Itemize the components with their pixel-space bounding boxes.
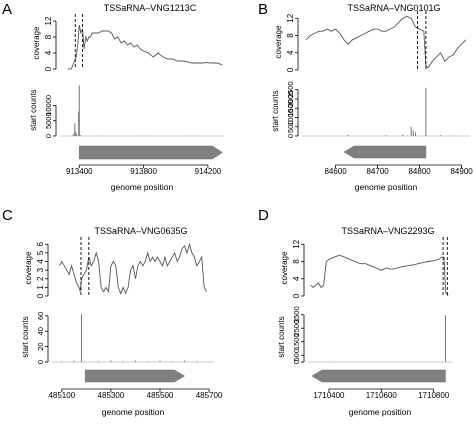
x-tick-label: 84900 <box>450 167 473 176</box>
coverage-y-label: coverage <box>32 26 41 59</box>
start-counts-y-label: start counts <box>29 89 38 130</box>
x-axis-label: genome position <box>111 182 174 192</box>
gene-arrow <box>311 369 446 383</box>
coverage-line <box>59 242 207 295</box>
panel-d: DTSSaRNA–VNG2293G04812coverage0500150025… <box>258 207 452 417</box>
coverage-y-label: coverage <box>280 251 289 284</box>
gene-arrow <box>79 145 223 160</box>
start-counts-y-tick-label: 0 <box>36 360 45 364</box>
coverage-y-tick-label: 4 <box>36 259 45 264</box>
panel-letter: B <box>258 1 268 18</box>
coverage-y-tick-label: 0 <box>44 66 53 71</box>
x-tick-label: 913800 <box>130 167 157 176</box>
coverage-y-tick-label: 8 <box>292 259 301 264</box>
x-tick-label: 485300 <box>98 391 125 400</box>
start-counts-y-tick-label: 2500 <box>292 320 301 337</box>
coverage-y-tick-label: 0 <box>292 293 301 298</box>
panel-letter: C <box>2 207 13 224</box>
start-counts-y-tick-label: 1500 <box>286 100 295 117</box>
coverage-y-tick-label: 1 <box>36 285 45 290</box>
coverage-y-tick-label: 2 <box>36 276 45 281</box>
coverage-y-tick-label: 5 <box>36 250 45 255</box>
start-counts-y-label: start counts <box>21 316 30 357</box>
coverage-y-tick-label: 12 <box>286 13 295 22</box>
panel-letter: D <box>258 207 269 224</box>
panel-title: TSSaRNA–VNG0101G <box>347 3 440 13</box>
start-counts-y-tick-label: 5000 <box>44 112 53 129</box>
start-counts-y-tick-label: 1500 <box>292 333 301 350</box>
coverage-y-tick-label: 4 <box>292 276 301 281</box>
x-tick-label: 1710400 <box>313 391 345 400</box>
coverage-line <box>305 15 467 69</box>
panel-title: TSSaRNA–VNG1213C <box>104 3 197 13</box>
panel-title: TSSaRNA–VNG0635G <box>94 226 187 236</box>
start-counts-y-tick-label: 0 <box>292 360 301 364</box>
coverage-y-label: coverage <box>274 25 283 58</box>
x-axis-label: genome position <box>355 182 418 192</box>
start-counts-y-tick-label: 60 <box>36 312 45 320</box>
x-tick-label: 1710800 <box>418 391 450 400</box>
start-counts-y-tick-label: 2000 <box>286 91 295 108</box>
coverage-y-tick-label: 8 <box>286 33 295 38</box>
start-counts-y-tick-label: 0 <box>286 134 295 138</box>
start-counts-y-tick-label: 500 <box>286 120 295 133</box>
x-tick-label: 84800 <box>408 167 431 176</box>
x-tick-label: 84700 <box>366 167 389 176</box>
coverage-y-tick-label: 0 <box>286 67 295 72</box>
gene-arrow <box>84 369 186 383</box>
x-tick-label: 914200 <box>195 167 222 176</box>
coverage-line <box>310 254 449 297</box>
gene-arrow <box>343 145 427 159</box>
start-counts-y-tick-label: 500 <box>292 349 301 362</box>
coverage-y-label: coverage <box>24 251 33 284</box>
panel-letter: A <box>2 1 12 18</box>
x-tick-label: 913400 <box>66 167 93 176</box>
start-counts-y-label: start counts <box>271 90 280 131</box>
panel-b: B TSSaRNA–VNG0101G04812coverage0500100015… <box>258 1 473 192</box>
x-tick-label: 485700 <box>196 391 223 400</box>
start-counts-y-tick-label: 1000 <box>286 109 295 126</box>
x-tick-label: 485500 <box>147 391 174 400</box>
start-counts-y-tick-label: 10000 <box>44 95 53 116</box>
x-tick-label: 1710600 <box>366 391 398 400</box>
start-counts-y-tick-label: 0 <box>44 134 53 138</box>
coverage-y-tick-label: 4 <box>286 50 295 55</box>
start-counts-y-tick-label: 40 <box>36 327 45 335</box>
coverage-y-tick-label: 12 <box>292 239 301 248</box>
x-tick-label: 485100 <box>48 391 75 400</box>
coverage-line <box>68 24 223 70</box>
start-counts-y-tick-label: 20 <box>36 342 45 350</box>
coverage-y-tick-label: 3 <box>36 267 45 272</box>
start-counts-y-tick-label: 2500 <box>286 81 295 98</box>
coverage-y-tick-label: 0 <box>36 293 45 298</box>
start-counts-y-tick-label: 3500 <box>292 306 301 323</box>
coverage-y-tick-label: 6 <box>36 242 45 247</box>
coverage-y-tick-label: 4 <box>44 50 53 55</box>
coverage-y-tick-label: 12 <box>44 16 53 25</box>
panel-title: TSSaRNA–VNG2293G <box>341 226 434 236</box>
x-tick-label: 84600 <box>324 167 347 176</box>
x-axis-label: genome position <box>349 407 412 417</box>
coverage-y-tick-label: 8 <box>44 34 53 39</box>
start-counts-y-label: start counts <box>277 316 286 357</box>
x-axis-label: genome position <box>102 407 165 417</box>
